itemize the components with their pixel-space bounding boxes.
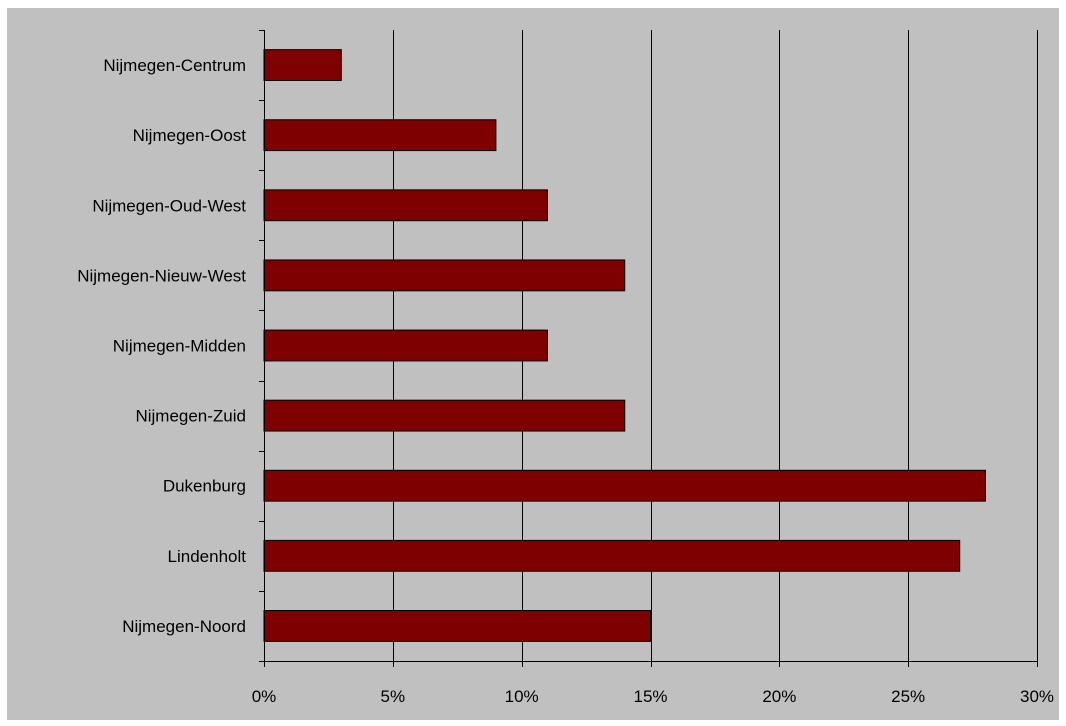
- category-label-nijmegen-oost: Nijmegen-Oost: [133, 126, 247, 145]
- bar-nijmegen-nieuw-west: [263, 259, 626, 292]
- bar-lindenholt: [263, 539, 961, 572]
- category-label-lindenholt: Lindenholt: [168, 547, 247, 566]
- labels: 0% 5% 10% 15% 20% 25% 30% Nijmegen-Centrum Nijme…: [77, 56, 1054, 706]
- x-tick-label-25: 25%: [891, 687, 925, 706]
- bar-nijmegen-oost: [263, 119, 497, 152]
- x-tick-label-15: 15%: [633, 687, 667, 706]
- bar-nijmegen-noord: [263, 610, 651, 642]
- bar-nijmegen-centrum: [263, 49, 342, 81]
- x-tick-label-10: 10%: [505, 687, 539, 706]
- bar-nijmegen-oud-west: [263, 189, 548, 222]
- bar-dukenburg: [263, 469, 986, 502]
- bar-nijmegen-midden: [263, 329, 548, 362]
- category-label-nijmegen-centrum: Nijmegen-Centrum: [103, 56, 246, 75]
- category-label-dukenburg: Dukenburg: [163, 477, 246, 496]
- x-tick-label-30: 30%: [1020, 687, 1054, 706]
- category-label-nijmegen-zuid: Nijmegen-Zuid: [135, 407, 246, 426]
- bar-nijmegen-zuid: [263, 399, 626, 432]
- x-tick-label-0: 0%: [252, 687, 277, 706]
- axes: [259, 30, 1038, 667]
- category-label-nijmegen-oud-west: Nijmegen-Oud-West: [92, 196, 246, 215]
- category-label-nijmegen-noord: Nijmegen-Noord: [122, 617, 246, 636]
- category-label-nijmegen-nieuw-west: Nijmegen-Nieuw-West: [77, 266, 246, 285]
- bars: [263, 49, 986, 642]
- x-tick-label-5: 5%: [381, 687, 406, 706]
- category-label-nijmegen-midden: Nijmegen-Midden: [113, 337, 246, 356]
- x-tick-label-20: 20%: [762, 687, 796, 706]
